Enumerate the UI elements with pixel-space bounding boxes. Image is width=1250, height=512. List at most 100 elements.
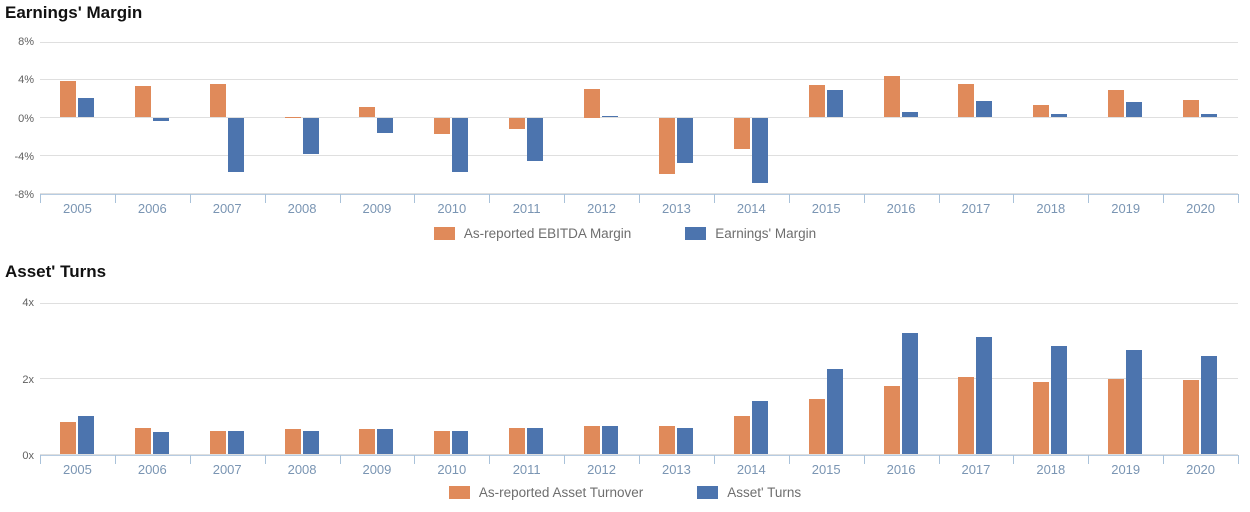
- x-tick-label: 2005: [62, 201, 92, 216]
- bar-2018-series1[interactable]: [1051, 113, 1068, 118]
- bar-2011-series0[interactable]: [509, 428, 526, 454]
- bar-2007-series1[interactable]: [227, 117, 244, 173]
- bar-2008-series0[interactable]: [284, 429, 301, 454]
- bar-2019-series1[interactable]: [1126, 102, 1143, 118]
- bar-2014-series1[interactable]: [751, 401, 768, 454]
- x-tick-label: 2015: [811, 201, 841, 216]
- bar-2011-series0[interactable]: [509, 117, 526, 129]
- bar-2011-series1[interactable]: [527, 117, 544, 161]
- bar-2006-series0[interactable]: [134, 86, 151, 118]
- bar-group-2008: [264, 42, 340, 203]
- bar-2012-series0[interactable]: [584, 425, 601, 454]
- gridline: [40, 453, 1238, 455]
- x-tick-label: 2007: [212, 201, 242, 216]
- bar-2019-series0[interactable]: [1108, 90, 1125, 118]
- legend-entry: As-reported EBITDA Margin: [433, 226, 631, 241]
- bar-2017-series1[interactable]: [976, 336, 993, 454]
- bar-2009-series1[interactable]: [377, 429, 394, 454]
- bar-2017-series1[interactable]: [976, 100, 993, 118]
- gridline: [40, 79, 1238, 81]
- chart-body: 8% 4% 0% -4% -8%: [0, 36, 1250, 203]
- bar-2009-series1[interactable]: [377, 117, 394, 133]
- bar-2012-series0[interactable]: [584, 89, 601, 118]
- bar-2014-series0[interactable]: [733, 117, 750, 149]
- gridline: [40, 192, 1238, 194]
- bar-2015-series0[interactable]: [808, 85, 825, 118]
- bar-2008-series0[interactable]: [284, 116, 301, 118]
- x-tick-label: 2006: [137, 201, 167, 216]
- bar-2013-series1[interactable]: [676, 427, 693, 454]
- bar-2005-series1[interactable]: [77, 97, 94, 118]
- bar-2012-series1[interactable]: [602, 115, 619, 118]
- bar-2018-series1[interactable]: [1051, 346, 1068, 454]
- bar-2006-series1[interactable]: [152, 117, 169, 122]
- x-tick-label: 2020: [1186, 462, 1216, 477]
- bar-2018-series0[interactable]: [1033, 382, 1050, 454]
- axis-tick-icon: [1163, 194, 1165, 203]
- bar-group-2016: [863, 303, 939, 464]
- x-tick-label: 2014: [736, 201, 766, 216]
- bar-group-2018: [1013, 303, 1088, 464]
- bar-2006-series1[interactable]: [152, 432, 169, 454]
- bar-group-2007: [189, 42, 265, 203]
- chart-body: 4x 2x 0x: [0, 297, 1250, 464]
- bar-2016-series1[interactable]: [901, 111, 918, 118]
- chart-earnings-margin: Earnings' Margin 8% 4% 0% -4% -8% 2005 2006 20…: [0, 0, 1250, 243]
- bar-group-2014: [713, 42, 789, 203]
- bar-2013-series0[interactable]: [658, 425, 675, 454]
- bar-2015-series1[interactable]: [826, 90, 843, 118]
- bar-2005-series0[interactable]: [59, 80, 76, 118]
- bar-2009-series0[interactable]: [359, 429, 376, 454]
- bar-2010-series0[interactable]: [434, 431, 451, 454]
- bar-2014-series1[interactable]: [751, 117, 768, 183]
- axis-tick-icon: [339, 194, 341, 203]
- x-tick-label: 2008: [287, 462, 317, 477]
- bar-2018-series0[interactable]: [1033, 105, 1050, 118]
- legend-label: As-reported Asset Turnover: [478, 484, 644, 500]
- bar-2010-series1[interactable]: [452, 430, 469, 454]
- bar-2019-series1[interactable]: [1126, 350, 1143, 454]
- bar-2017-series0[interactable]: [958, 83, 975, 118]
- axis-tick-icon: [639, 194, 640, 203]
- y-tick-label: 4x: [22, 297, 34, 309]
- bar-2020-series0[interactable]: [1183, 99, 1200, 118]
- bar-2008-series1[interactable]: [302, 117, 319, 155]
- x-tick-label: 2011: [512, 201, 541, 216]
- bar-2005-series0[interactable]: [59, 421, 76, 454]
- x-tick-label: 2009: [362, 201, 392, 216]
- bar-group-2014: [713, 303, 789, 464]
- bar-2013-series0[interactable]: [658, 117, 675, 175]
- y-tick-label: 0%: [18, 112, 34, 125]
- bar-2020-series1[interactable]: [1201, 355, 1218, 454]
- bar-2008-series1[interactable]: [302, 431, 319, 454]
- bar-2011-series1[interactable]: [527, 428, 544, 454]
- legend: As-reported EBITDA Margin Earnings' Margi…: [0, 223, 1250, 243]
- bar-2017-series0[interactable]: [958, 376, 975, 454]
- bar-2005-series1[interactable]: [77, 416, 94, 454]
- gridline: [40, 154, 1238, 156]
- bar-2006-series0[interactable]: [134, 427, 151, 454]
- bar-2015-series0[interactable]: [808, 399, 825, 454]
- axis-tick-icon: [1088, 194, 1090, 203]
- bar-group-2006: [114, 42, 190, 203]
- bar-2010-series1[interactable]: [452, 117, 469, 173]
- bar-group-2009: [339, 303, 415, 464]
- bar-2010-series0[interactable]: [434, 117, 451, 134]
- bar-2009-series0[interactable]: [359, 107, 376, 118]
- bar-2020-series0[interactable]: [1183, 380, 1200, 454]
- bar-2013-series1[interactable]: [676, 117, 693, 163]
- y-axis: 4x 2x 0x: [0, 297, 40, 462]
- bar-2016-series0[interactable]: [883, 75, 900, 118]
- bar-2016-series1[interactable]: [901, 333, 918, 454]
- bar-2007-series1[interactable]: [227, 431, 244, 454]
- bar-2007-series0[interactable]: [209, 83, 226, 118]
- bar-2016-series0[interactable]: [883, 386, 900, 454]
- bar-2014-series0[interactable]: [733, 416, 750, 454]
- bar-2015-series1[interactable]: [826, 369, 843, 454]
- bar-2020-series1[interactable]: [1201, 113, 1218, 118]
- bar-2012-series1[interactable]: [602, 425, 619, 454]
- bar-2007-series0[interactable]: [209, 431, 226, 454]
- bar-group-2009: [339, 42, 415, 203]
- bar-2019-series0[interactable]: [1108, 378, 1125, 454]
- bar-group-2013: [639, 42, 714, 203]
